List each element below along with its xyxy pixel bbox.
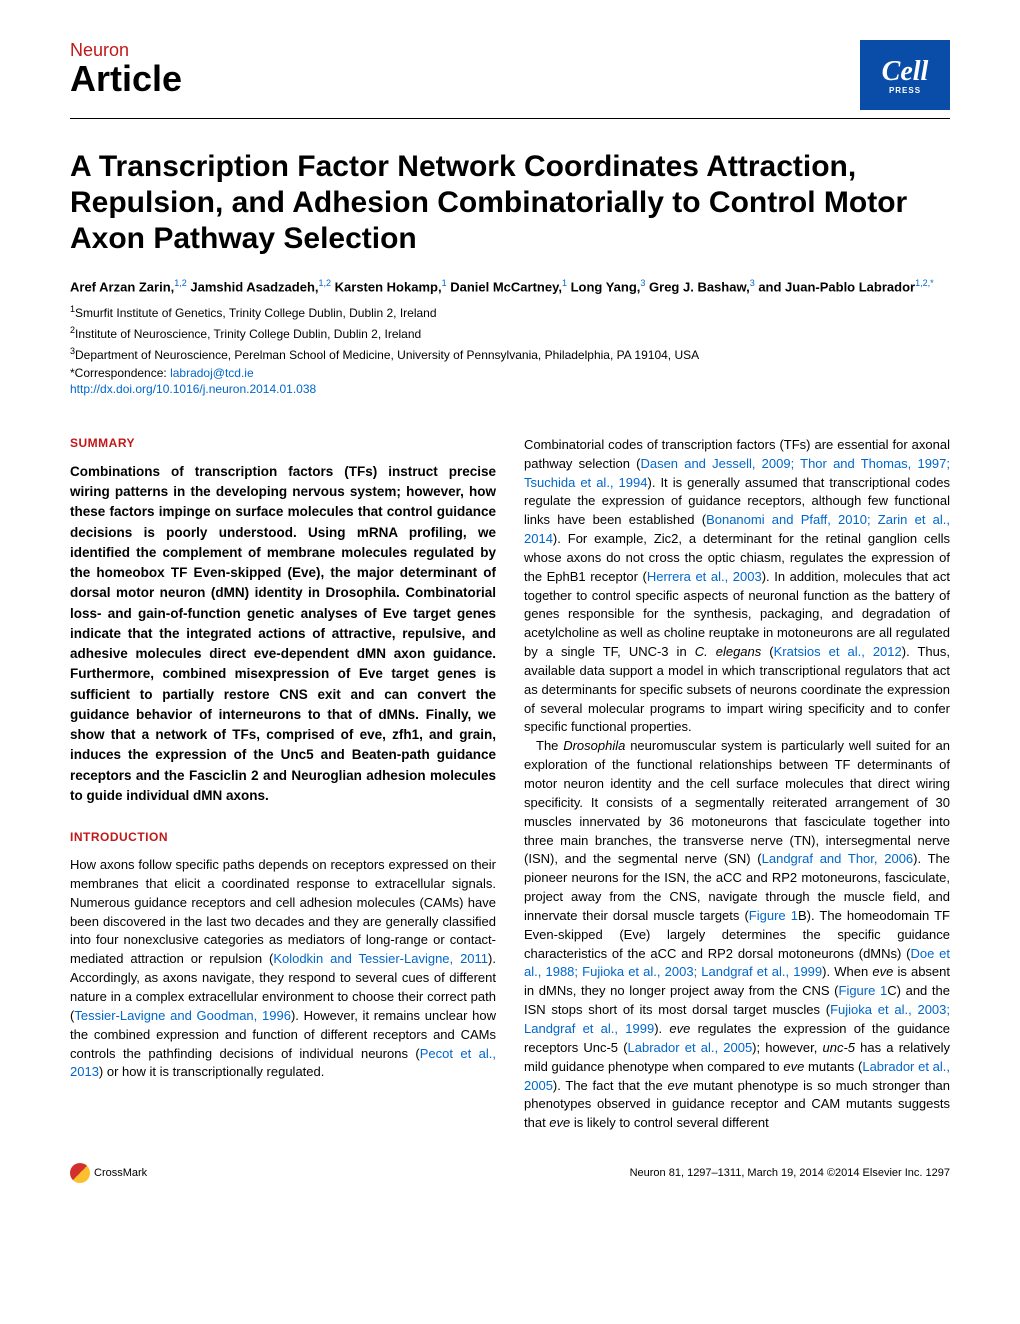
- body-columns: SUMMARY Combinations of transcription fa…: [70, 436, 950, 1133]
- summary-heading: SUMMARY: [70, 436, 496, 450]
- publisher-logo: Cell PRESS: [860, 40, 950, 110]
- header-divider: [70, 118, 950, 119]
- page-header: Neuron Article Cell PRESS: [70, 40, 950, 110]
- footer-citation: Neuron 81, 1297–1311, March 19, 2014 ©20…: [630, 1167, 950, 1179]
- summary-text: Combinations of transcription factors (T…: [70, 462, 496, 806]
- right-column-text: Combinatorial codes of transcription fac…: [524, 436, 950, 1133]
- affiliation-1: 1Smurfit Institute of Genetics, Trinity …: [70, 303, 950, 322]
- crossmark-label: CrossMark: [94, 1167, 147, 1179]
- intro-left-text: How axons follow specific paths depends …: [70, 856, 496, 1082]
- affiliation-3: 3Department of Neuroscience, Perelman Sc…: [70, 345, 950, 364]
- crossmark-badge[interactable]: CrossMark: [70, 1163, 147, 1183]
- authors-list: Aref Arzan Zarin,1,2 Jamshid Asadzadeh,1…: [70, 277, 950, 297]
- right-column: Combinatorial codes of transcription fac…: [524, 436, 950, 1133]
- correspondence-email[interactable]: labradoj@tcd.ie: [170, 366, 254, 380]
- affiliation-2: 2Institute of Neuroscience, Trinity Coll…: [70, 324, 950, 343]
- correspondence: *Correspondence: labradoj@tcd.ie: [70, 366, 950, 380]
- right-paragraph-2: The Drosophila neuromuscular system is p…: [524, 737, 950, 1133]
- right-paragraph-1: Combinatorial codes of transcription fac…: [524, 436, 950, 738]
- crossmark-icon: [70, 1163, 90, 1183]
- doi-line: http://dx.doi.org/10.1016/j.neuron.2014.…: [70, 382, 950, 396]
- page-footer: CrossMark Neuron 81, 1297–1311, March 19…: [70, 1163, 950, 1183]
- journal-block: Neuron Article: [70, 40, 182, 97]
- logo-main: Cell: [882, 56, 929, 88]
- article-type: Article: [70, 61, 182, 97]
- correspondence-label: *Correspondence:: [70, 366, 170, 380]
- left-column: SUMMARY Combinations of transcription fa…: [70, 436, 496, 1133]
- article-title: A Transcription Factor Network Coordinat…: [70, 149, 950, 257]
- doi-link[interactable]: http://dx.doi.org/10.1016/j.neuron.2014.…: [70, 382, 316, 396]
- introduction-heading: INTRODUCTION: [70, 830, 496, 844]
- intro-paragraph: How axons follow specific paths depends …: [70, 856, 496, 1082]
- logo-sub: PRESS: [889, 86, 921, 95]
